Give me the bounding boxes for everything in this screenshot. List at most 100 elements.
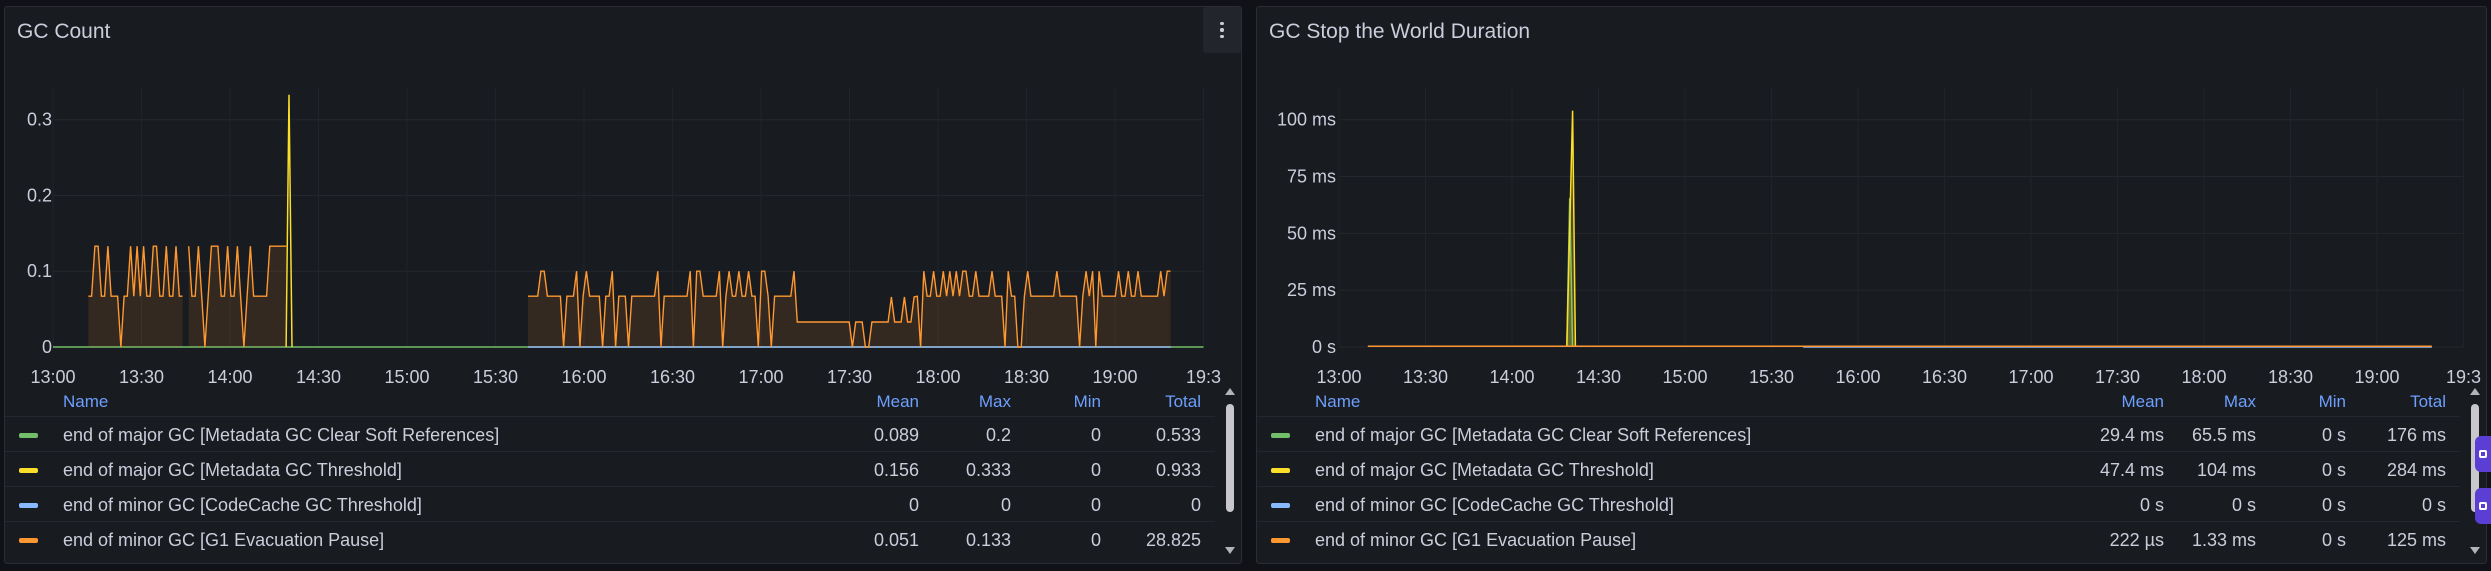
series-mean: 0.156 bbox=[873, 460, 919, 480]
scroll-down-icon[interactable] bbox=[2470, 547, 2480, 554]
x-tick-label: 18:30 bbox=[1004, 367, 1049, 387]
legend-header-min[interactable]: Min bbox=[1073, 392, 1101, 411]
series-max: 0.2 bbox=[985, 425, 1011, 445]
series-min: 0 bbox=[1090, 425, 1101, 445]
gc-stw-duration-panel: GC Stop the World Duration 0 s 25 ms 50 ms… bbox=[1256, 6, 2487, 564]
legend-header: Name Mean Max Min Total bbox=[5, 386, 1215, 416]
legend-row[interactable]: end of major GC [Metadata GC Threshold] 4… bbox=[1257, 451, 2460, 486]
series-area bbox=[88, 246, 183, 347]
series-min: 0 bbox=[1090, 495, 1101, 515]
x-tick-label: 17:30 bbox=[827, 367, 872, 387]
series-mean: 0 bbox=[908, 495, 919, 515]
scroll-up-icon[interactable] bbox=[1225, 388, 1235, 395]
series-color-swatch bbox=[1271, 468, 1290, 473]
legend-row[interactable]: end of minor GC [G1 Evacuation Pause] 222… bbox=[1257, 521, 2460, 556]
x-tick-label: 15:30 bbox=[473, 367, 518, 387]
series-max: 0 bbox=[1000, 495, 1011, 515]
gc-count-chart[interactable]: 0 0.1 0.2 0.3 13:00 13:30 14:00 14:30 15:00 15:30… bbox=[5, 7, 1242, 389]
x-tick-label: 14:30 bbox=[296, 367, 341, 387]
panel-title: GC Count bbox=[17, 20, 111, 43]
series-total: 0.533 bbox=[1155, 425, 1201, 445]
panel-title: GC Stop the World Duration bbox=[1269, 20, 1531, 43]
legend-row[interactable]: end of major GC [Metadata GC Clear Soft … bbox=[1257, 416, 2460, 451]
x-tick-label: 16:30 bbox=[650, 367, 695, 387]
series-name[interactable]: end of major GC [Metadata GC Threshold] bbox=[1315, 460, 1654, 480]
series-name[interactable]: end of minor GC [G1 Evacuation Pause] bbox=[63, 530, 385, 550]
y-tick-label: 0 s bbox=[1312, 337, 1336, 357]
y-tick-label: 0.3 bbox=[27, 110, 52, 130]
series-max: 1.33 ms bbox=[2191, 530, 2256, 550]
series-name[interactable]: end of minor GC [G1 Evacuation Pause] bbox=[1315, 530, 1637, 550]
series-min: 0 s bbox=[2321, 495, 2346, 515]
series-name[interactable]: end of major GC [Metadata GC Threshold] bbox=[63, 460, 402, 480]
series-max: 0 s bbox=[2231, 495, 2256, 515]
legend-row[interactable]: end of major GC [Metadata GC Threshold] 0… bbox=[5, 451, 1215, 486]
series-min: 0 s bbox=[2321, 530, 2346, 550]
series-mean: 29.4 ms bbox=[2099, 425, 2164, 445]
series-name[interactable]: end of major GC [Metadata GC Clear Soft … bbox=[63, 425, 500, 445]
legend-row[interactable]: end of minor GC [CodeCache GC Threshold]… bbox=[1257, 486, 2460, 521]
legend-table: Name Mean Max Min Total end of major GC [Meta… bbox=[5, 386, 1241, 556]
gc-stw-duration-chart[interactable]: 0 s 25 ms 50 ms 75 ms 100 ms 13:00 13:30 14:00 1… bbox=[1257, 7, 2487, 389]
series-name[interactable]: end of minor GC [CodeCache GC Threshold] bbox=[63, 495, 422, 515]
extension-icon bbox=[2479, 450, 2487, 458]
y-tick-label: 50 ms bbox=[1287, 223, 1336, 243]
series-path bbox=[285, 94, 293, 348]
x-tick-label: 13:00 bbox=[1316, 367, 1361, 387]
series-name[interactable]: end of minor GC [CodeCache GC Threshold] bbox=[1315, 495, 1674, 515]
series-path bbox=[1566, 110, 1577, 348]
legend-header-total[interactable]: Total bbox=[1165, 392, 1201, 411]
x-tick-label: 14:00 bbox=[207, 367, 252, 387]
x-tick-label: 19:00 bbox=[1092, 367, 1137, 387]
y-tick-label: 100 ms bbox=[1277, 110, 1336, 130]
x-tick-label: 18:00 bbox=[2181, 367, 2226, 387]
scroll-thumb[interactable] bbox=[1226, 404, 1234, 512]
scroll-down-icon[interactable] bbox=[1225, 547, 1235, 554]
legend-row[interactable]: end of minor GC [CodeCache GC Threshold]… bbox=[5, 486, 1215, 521]
legend-row[interactable]: end of minor GC [G1 Evacuation Pause] 0.0… bbox=[5, 521, 1215, 556]
series-path bbox=[88, 245, 183, 348]
panel-menu-button[interactable] bbox=[1203, 7, 1241, 53]
series-mean: 0.051 bbox=[873, 530, 919, 550]
series-max: 0.133 bbox=[965, 530, 1011, 550]
legend-table: Name Mean Max Min Total end of major GC [Meta… bbox=[1257, 386, 2486, 556]
side-extension-tab[interactable] bbox=[2475, 436, 2491, 472]
series-mean: 47.4 ms bbox=[2099, 460, 2164, 480]
series-total: 284 ms bbox=[2386, 460, 2446, 480]
side-extension-tab[interactable] bbox=[2475, 488, 2491, 524]
series-color-swatch bbox=[1271, 433, 1290, 438]
series-path bbox=[528, 270, 1171, 348]
legend-header-mean[interactable]: Mean bbox=[876, 392, 919, 411]
x-tick-label: 17:00 bbox=[738, 367, 783, 387]
series-total: 28.825 bbox=[1145, 530, 1201, 550]
series-total: 125 ms bbox=[2386, 530, 2446, 550]
series-line bbox=[88, 245, 1171, 348]
legend-header-name[interactable]: Name bbox=[1315, 392, 1361, 411]
y-tick-label: 0 bbox=[42, 337, 52, 357]
series-path bbox=[188, 245, 287, 348]
y-tick-label: 75 ms bbox=[1287, 167, 1336, 187]
legend-row[interactable]: end of major GC [Metadata GC Clear Soft … bbox=[5, 416, 1215, 451]
x-tick-label: 16:00 bbox=[1835, 367, 1880, 387]
legend-header-max[interactable]: Max bbox=[978, 392, 1011, 411]
series-area bbox=[188, 246, 287, 347]
series-name[interactable]: end of major GC [Metadata GC Clear Soft … bbox=[1315, 425, 1752, 445]
series-min: 0 s bbox=[2321, 460, 2346, 480]
legend-header-mean[interactable]: Mean bbox=[2121, 392, 2164, 411]
scroll-up-icon[interactable] bbox=[2470, 388, 2480, 395]
series-max: 104 ms bbox=[2196, 460, 2256, 480]
y-tick-label: 0.2 bbox=[27, 185, 52, 205]
x-tick-label: 16:00 bbox=[561, 367, 606, 387]
x-tick-label: 15:30 bbox=[1749, 367, 1794, 387]
y-tick-label: 25 ms bbox=[1287, 280, 1336, 300]
series-line bbox=[1566, 110, 1577, 348]
legend-scrollbar[interactable] bbox=[1223, 386, 1237, 556]
legend-header-max[interactable]: Max bbox=[2223, 392, 2256, 411]
series-color-swatch bbox=[19, 503, 38, 508]
x-tick-label: 19:3 bbox=[1186, 367, 1221, 387]
legend-header-total[interactable]: Total bbox=[2410, 392, 2446, 411]
legend-header-min[interactable]: Min bbox=[2318, 392, 2346, 411]
legend-header-name[interactable]: Name bbox=[63, 392, 109, 411]
legend-header: Name Mean Max Min Total bbox=[1257, 386, 2460, 416]
x-tick-label: 19:00 bbox=[2354, 367, 2399, 387]
